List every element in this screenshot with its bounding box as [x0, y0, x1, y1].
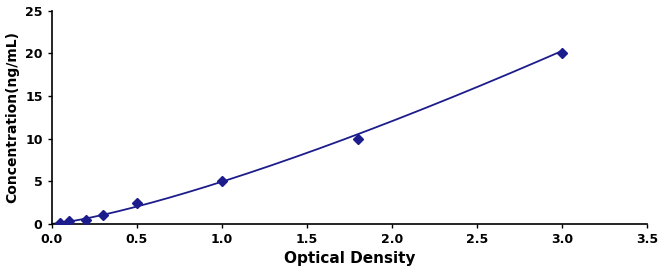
Y-axis label: Concentration(ng/mL): Concentration(ng/mL): [5, 31, 19, 203]
X-axis label: Optical Density: Optical Density: [284, 251, 415, 267]
